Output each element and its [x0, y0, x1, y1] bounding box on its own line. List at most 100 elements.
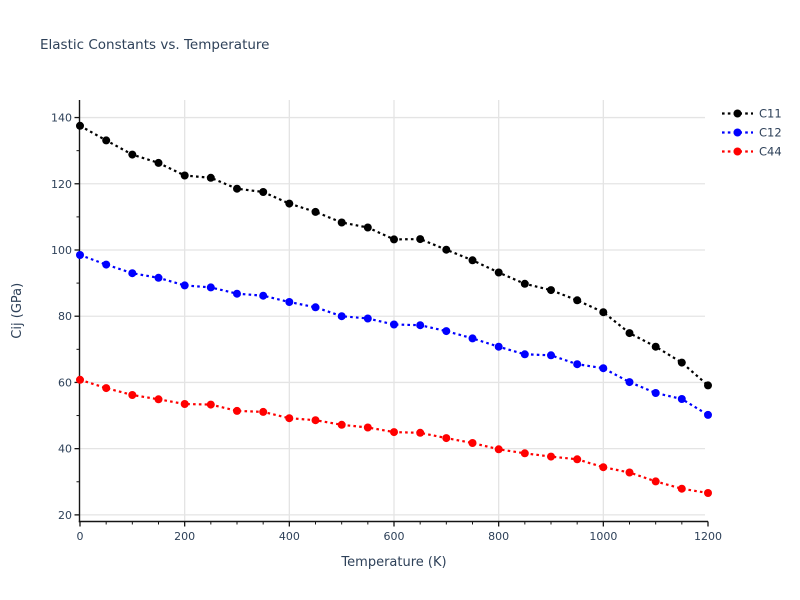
series-marker-C44: [233, 406, 241, 415]
series-marker-C12: [651, 389, 660, 397]
series-marker-C12: [468, 334, 477, 343]
series-marker-C44: [520, 449, 529, 458]
x-tick-label: 600: [384, 530, 405, 543]
series-marker-C11: [233, 184, 241, 193]
series-marker-C12: [573, 360, 582, 369]
series-marker-C44: [128, 391, 137, 399]
series-marker-C12: [599, 364, 608, 373]
series-marker-C12: [285, 298, 294, 306]
series-marker-C44: [599, 463, 608, 472]
series-marker-C11: [625, 329, 634, 338]
series-marker-C11: [599, 308, 608, 317]
series-marker-C44: [625, 468, 634, 477]
series-marker-C12: [180, 281, 189, 290]
legend-marker-C44: [733, 147, 742, 156]
y-tick-label: 100: [51, 244, 72, 257]
series-marker-C44: [180, 400, 189, 408]
x-tick-label: 200: [174, 530, 195, 543]
series-marker-C12: [311, 303, 320, 312]
series-marker-C12: [337, 312, 346, 321]
legend-marker-C11: [733, 109, 742, 118]
series-marker-C44: [102, 384, 111, 393]
series-marker-C44: [259, 407, 268, 416]
series-marker-C11: [311, 207, 320, 216]
legend-marker-C12: [733, 128, 742, 137]
series-marker-C44: [76, 375, 84, 384]
y-tick-label: 40: [58, 443, 72, 456]
series-marker-C11: [76, 121, 84, 130]
series-marker-C12: [442, 327, 451, 336]
series-marker-C44: [311, 416, 320, 425]
legend-label-C12: C12: [759, 126, 782, 140]
series-marker-C44: [390, 428, 398, 437]
series-marker-C44: [154, 395, 163, 404]
series-marker-C11: [677, 358, 686, 367]
series-marker-C11: [259, 188, 268, 196]
series-marker-C12: [128, 269, 137, 278]
series-marker-C12: [494, 342, 503, 351]
series-marker-C12: [206, 283, 215, 292]
series-marker-C44: [704, 489, 712, 497]
series-marker-C11: [520, 279, 529, 288]
series-marker-C44: [363, 423, 372, 432]
series-marker-C44: [416, 428, 425, 437]
series-marker-C11: [547, 286, 555, 295]
y-tick-label: 80: [58, 310, 72, 323]
series-marker-C11: [154, 158, 163, 167]
series-marker-C12: [363, 314, 372, 323]
y-tick-label: 120: [51, 178, 72, 191]
series-marker-C11: [494, 268, 503, 277]
series-marker-C11: [442, 245, 451, 254]
series-marker-C11: [416, 235, 425, 244]
series-marker-C44: [573, 455, 582, 464]
series-marker-C12: [704, 410, 712, 419]
series-marker-C11: [285, 199, 294, 208]
series-marker-C11: [128, 150, 137, 159]
y-tick-label: 140: [51, 112, 72, 125]
series-marker-C12: [154, 273, 163, 282]
series-marker-C44: [494, 445, 503, 454]
y-tick-label: 20: [58, 509, 72, 522]
y-tick-label: 60: [58, 376, 72, 389]
series-marker-C12: [76, 251, 84, 259]
series-marker-C12: [677, 395, 686, 403]
y-axis-label: Cij (GPa): [10, 283, 25, 339]
series-marker-C12: [233, 289, 241, 298]
x-axis-label: Temperature (K): [340, 555, 446, 570]
x-tick-label: 400: [279, 530, 300, 543]
chart-title: Elastic Constants vs. Temperature: [40, 37, 270, 53]
series-marker-C44: [285, 414, 294, 423]
series-marker-C12: [390, 320, 398, 329]
series-marker-C12: [416, 321, 425, 330]
series-marker-C11: [102, 136, 111, 145]
series-marker-C44: [468, 439, 477, 447]
series-marker-C44: [651, 477, 660, 486]
legend-label-C11: C11: [759, 107, 782, 121]
series-marker-C44: [337, 420, 346, 429]
series-marker-C12: [102, 260, 111, 269]
series-marker-C11: [337, 218, 346, 227]
series-marker-C44: [547, 452, 555, 461]
series-marker-C44: [206, 400, 215, 409]
legend-label-C44: C44: [759, 145, 782, 159]
series-marker-C11: [704, 381, 712, 390]
series-marker-C11: [363, 223, 372, 232]
series-marker-C11: [180, 171, 189, 180]
series-marker-C11: [651, 342, 660, 351]
x-tick-label: 800: [488, 530, 509, 543]
series-marker-C11: [468, 256, 477, 265]
x-tick-label: 1000: [589, 530, 617, 543]
series-marker-C44: [442, 434, 451, 443]
series-marker-C11: [206, 173, 215, 182]
series-marker-C11: [390, 235, 398, 244]
x-tick-label: 0: [77, 530, 84, 543]
series-marker-C44: [677, 484, 686, 493]
series-marker-C12: [625, 378, 634, 387]
series-marker-C12: [259, 291, 268, 300]
series-marker-C12: [520, 350, 529, 359]
series-marker-C12: [547, 351, 555, 360]
x-tick-label: 1200: [694, 530, 722, 543]
series-marker-C11: [573, 296, 582, 305]
